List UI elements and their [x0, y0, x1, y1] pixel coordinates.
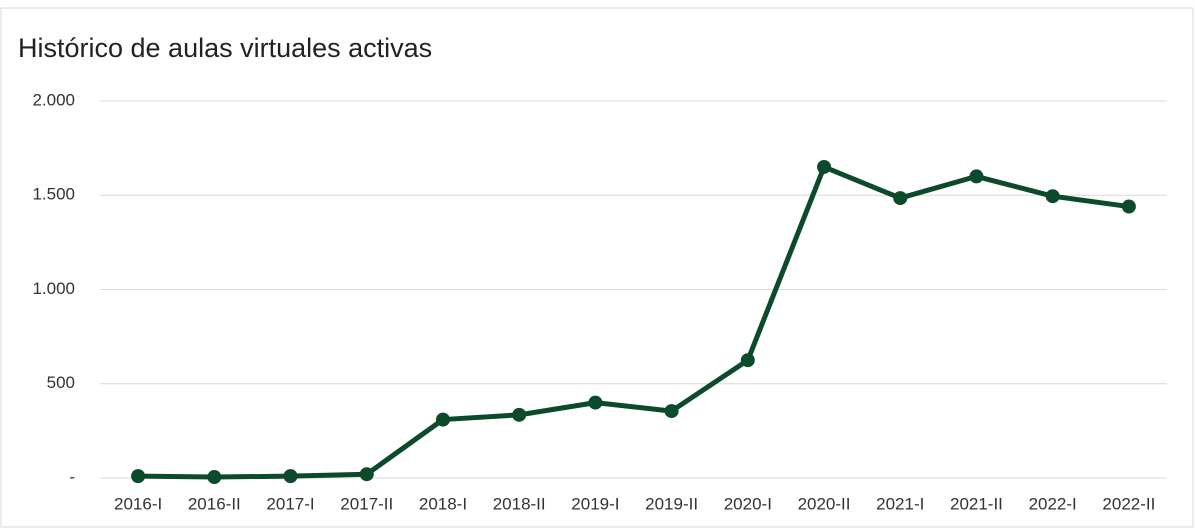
y-tick-label: 1.500	[32, 185, 75, 204]
marker	[740, 353, 755, 368]
x-tick-label: 2019-I	[571, 494, 619, 513]
x-tick-label: 2021-I	[876, 494, 924, 513]
x-tick-label: 2022-II	[1102, 494, 1155, 513]
marker	[359, 467, 374, 482]
marker	[512, 407, 527, 422]
x-tick-label: 2016-II	[188, 494, 241, 513]
y-tick-label: 2.000	[32, 90, 75, 109]
x-tick-label: 2019-II	[645, 494, 698, 513]
x-tick-label: 2018-II	[493, 494, 546, 513]
y-tick-label: -	[69, 467, 75, 486]
x-tick-label: 2016-I	[114, 494, 162, 513]
x-tick-label: 2020-I	[724, 494, 772, 513]
x-tick-label: 2020-II	[798, 494, 851, 513]
chart-border	[0, 7, 1194, 528]
marker	[969, 169, 984, 184]
y-tick-label: 500	[47, 373, 75, 392]
marker	[588, 395, 603, 410]
x-tick-label: 2017-I	[266, 494, 314, 513]
x-tick-label: 2018-I	[419, 494, 467, 513]
marker	[207, 470, 222, 485]
y-tick-label: 1.000	[32, 279, 75, 298]
marker	[283, 469, 298, 484]
marker	[664, 404, 679, 419]
x-tick-label: 2021-II	[950, 494, 1003, 513]
marker	[435, 412, 450, 427]
marker	[1121, 199, 1136, 214]
x-tick-label: 2022-I	[1029, 494, 1077, 513]
marker	[893, 191, 908, 206]
chart-title: Histórico de aulas virtuales activas	[18, 33, 432, 63]
x-tick-label: 2017-II	[340, 494, 393, 513]
line	[138, 164, 1130, 480]
marker	[817, 159, 832, 174]
marker	[131, 469, 146, 484]
marker	[1045, 189, 1060, 204]
